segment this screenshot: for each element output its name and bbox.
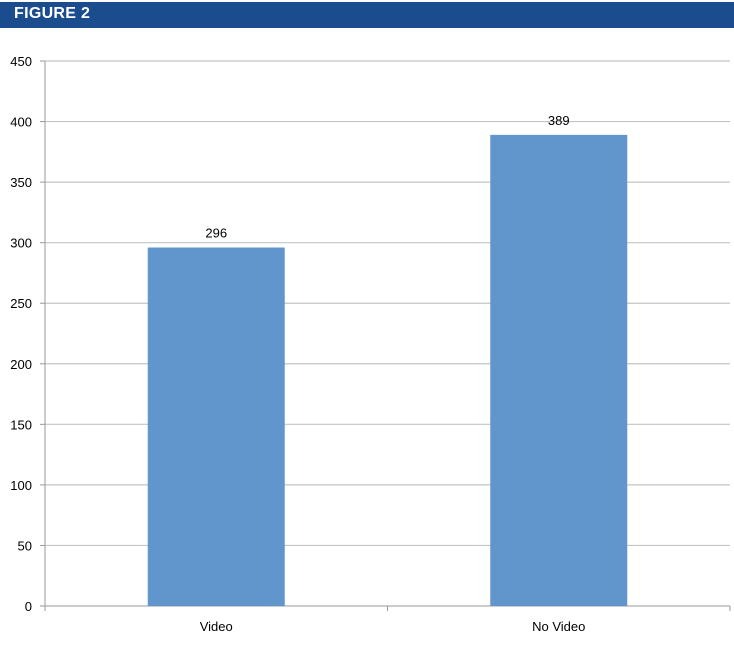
y-tick-label: 250 xyxy=(10,296,32,311)
y-tick-label: 200 xyxy=(10,357,32,372)
data-label: 389 xyxy=(548,113,570,128)
y-tick-label: 450 xyxy=(10,54,32,69)
y-tick-label: 300 xyxy=(10,236,32,251)
y-tick-label: 350 xyxy=(10,175,32,190)
category-label: Video xyxy=(200,619,233,634)
y-tick-label: 0 xyxy=(25,599,32,614)
y-tick-label: 400 xyxy=(10,115,32,130)
y-tick-label: 50 xyxy=(18,538,32,553)
figure-header-bar: FIGURE 2 xyxy=(0,2,734,28)
y-tick-label: 100 xyxy=(10,478,32,493)
figure-title: FIGURE 2 xyxy=(14,5,91,22)
data-label: 296 xyxy=(205,226,227,241)
y-tick-labels: 0 50 100 150 200 250 300 350 400 450 xyxy=(10,54,32,614)
data-labels: 296 389 xyxy=(205,113,569,241)
bars xyxy=(147,134,628,606)
bar-video xyxy=(147,247,285,606)
bar-no-video xyxy=(490,134,628,606)
y-tick-label: 150 xyxy=(10,417,32,432)
x-category-labels: Video No Video xyxy=(200,619,586,634)
category-label: No Video xyxy=(532,619,585,634)
